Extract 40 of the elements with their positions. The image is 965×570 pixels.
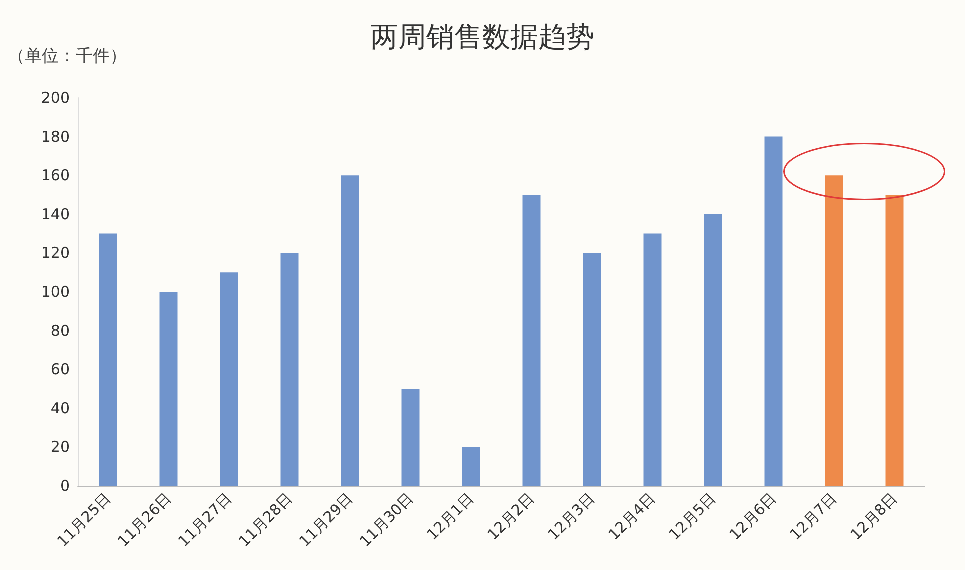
y-tick-label: 20 bbox=[50, 438, 70, 456]
x-tick-label: 11月29日 bbox=[296, 490, 357, 551]
x-tick-label: 12月4日 bbox=[604, 490, 660, 544]
y-tick-label: 100 bbox=[41, 283, 70, 301]
bar bbox=[220, 272, 238, 486]
x-tick-label: 12月2日 bbox=[484, 490, 538, 544]
y-tick-label: 200 bbox=[41, 89, 70, 107]
x-tick-label: 12月7日 bbox=[786, 490, 841, 544]
x-tick-label: 12月5日 bbox=[665, 490, 720, 544]
x-tick-label: 11月27日 bbox=[174, 490, 236, 551]
x-tick-label: 11月26日 bbox=[114, 490, 176, 551]
bar bbox=[886, 195, 904, 486]
x-tick-label: 12月1日 bbox=[423, 490, 478, 544]
bar bbox=[402, 389, 420, 486]
bar bbox=[522, 195, 541, 486]
y-tick-label: 60 bbox=[50, 360, 70, 379]
bar bbox=[704, 214, 722, 486]
y-tick-label: 40 bbox=[50, 399, 70, 418]
y-axis-title: （单位：千件） bbox=[8, 46, 127, 66]
bar bbox=[462, 447, 480, 486]
bar bbox=[99, 234, 118, 486]
bar bbox=[644, 234, 662, 486]
y-tick-label: 80 bbox=[50, 322, 70, 340]
bar bbox=[825, 176, 844, 486]
x-tick-label: 12月3日 bbox=[544, 490, 599, 544]
y-tick-label: 0 bbox=[60, 477, 70, 495]
y-tick-label: 160 bbox=[41, 166, 70, 185]
bar bbox=[280, 253, 299, 486]
bar bbox=[160, 292, 178, 486]
y-tick-label: 180 bbox=[41, 128, 70, 146]
y-tick-label: 120 bbox=[41, 244, 70, 262]
x-tick-label: 12月8日 bbox=[846, 490, 902, 544]
chart-title: 两周销售数据趋势 bbox=[370, 20, 594, 54]
x-tick-label: 12月6日 bbox=[726, 490, 780, 544]
x-tick-label: 11月28日 bbox=[235, 490, 296, 551]
bar bbox=[764, 136, 783, 486]
bar bbox=[583, 253, 602, 486]
y-tick-label: 140 bbox=[41, 205, 70, 224]
x-tick-label: 11月30日 bbox=[356, 490, 418, 551]
bar bbox=[341, 176, 360, 486]
